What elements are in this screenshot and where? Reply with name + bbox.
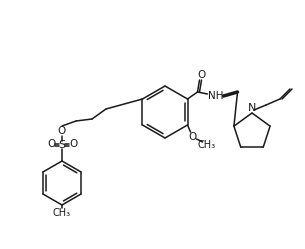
Text: O: O [69, 139, 77, 149]
Text: CH₃: CH₃ [53, 208, 71, 218]
Text: O: O [197, 70, 206, 80]
Text: O: O [47, 139, 55, 149]
Text: N: N [248, 103, 256, 113]
Text: S: S [59, 140, 66, 150]
Text: CH₃: CH₃ [197, 140, 216, 150]
Text: NH: NH [208, 91, 223, 101]
Text: O: O [58, 126, 66, 136]
Text: O: O [188, 132, 197, 142]
